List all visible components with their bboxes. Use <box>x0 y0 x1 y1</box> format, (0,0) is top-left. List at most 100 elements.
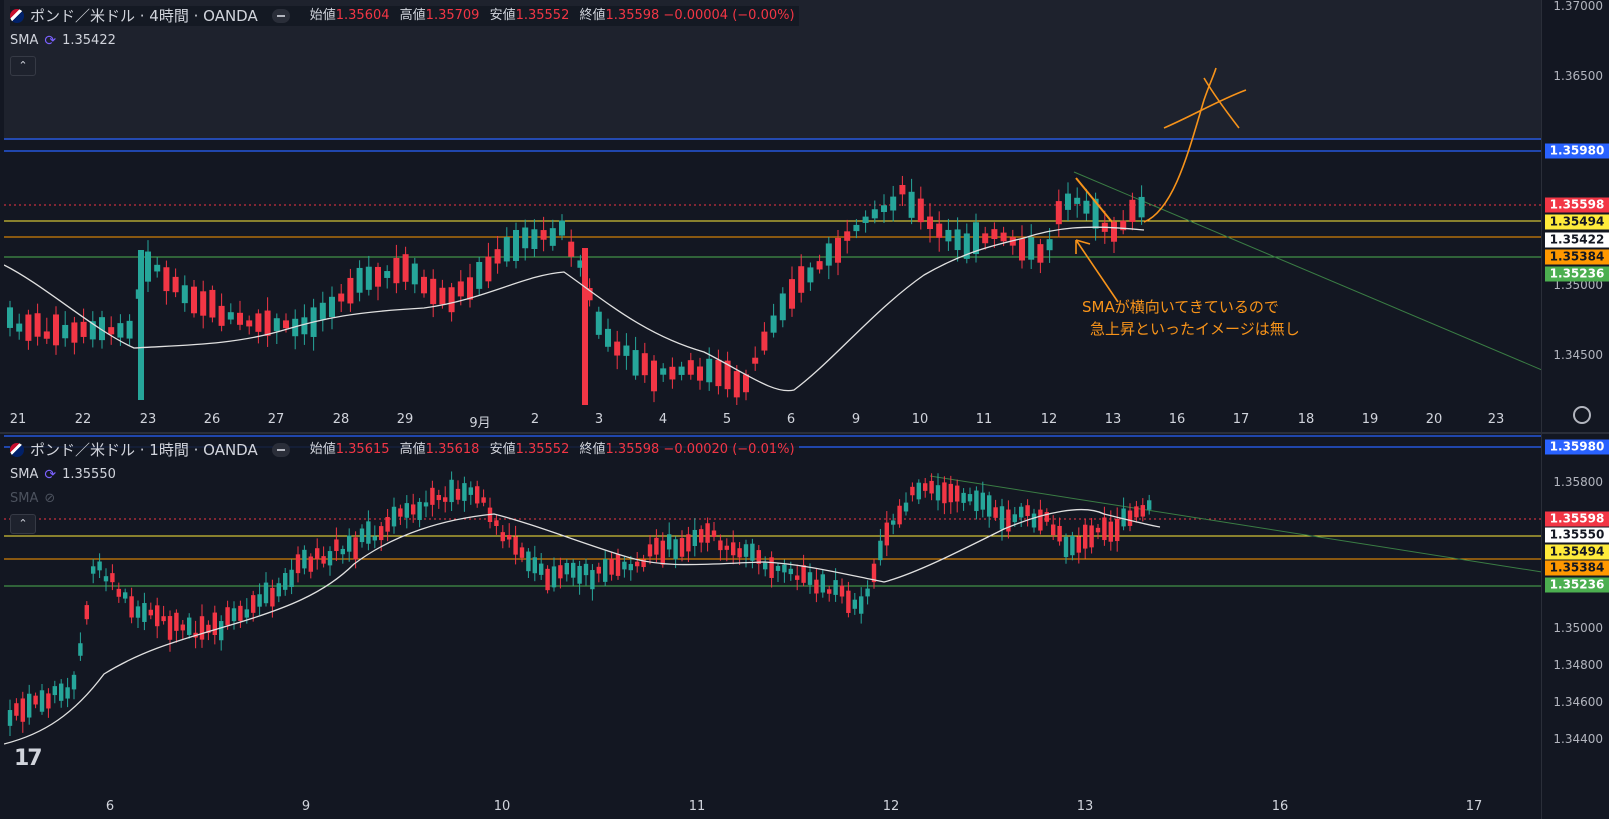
candle-body <box>1019 506 1024 518</box>
candle-body <box>289 569 294 587</box>
candle-body <box>705 523 710 543</box>
candle-body <box>161 616 166 622</box>
close-label: 終値 <box>579 442 606 457</box>
candle-body <box>359 528 365 543</box>
candle-body <box>967 494 973 502</box>
candle-body <box>391 506 397 527</box>
candle-body <box>145 251 151 282</box>
price-level-tag[interactable]: 1.35384 <box>1545 249 1609 265</box>
candle-body <box>731 542 736 556</box>
candle-body <box>692 529 697 547</box>
price-level-tag[interactable]: 1.35980 <box>1545 143 1609 159</box>
price-level-tag[interactable]: 1.35494 <box>1545 544 1609 560</box>
candle-body <box>775 565 781 571</box>
tradingview-logo-icon[interactable]: 17 <box>14 746 43 771</box>
candle-body <box>903 502 909 512</box>
time-axis-4h[interactable]: 21 22 23 26 27 28 29 9月 2 3 4 5 6 9 10 11 12 13 16 17 18 19 20… <box>0 408 1538 432</box>
price-axis-label: 1.35800 <box>1553 475 1603 489</box>
candle-body <box>439 287 446 305</box>
refresh-icon[interactable]: ⟳ <box>44 467 57 483</box>
collapse-legend-button[interactable]: ⌃ <box>10 514 36 534</box>
chart-pane-1h[interactable]: ポンド／米ドル · 1時間 · OANDA 始値1.35615 高値1.3561… <box>0 432 1609 819</box>
sma-label: SMA <box>10 491 39 506</box>
candle-body <box>583 563 589 576</box>
candle-body <box>25 314 32 341</box>
candle-body <box>52 686 57 696</box>
collapse-icon[interactable] <box>271 9 290 23</box>
candle-body <box>34 313 41 337</box>
candle-body <box>365 266 372 290</box>
candle-body <box>632 350 639 376</box>
time-axis-label: 9月 <box>469 416 491 431</box>
time-axis-label: 10 <box>493 799 511 814</box>
candle-body <box>411 504 416 515</box>
time-axis-label: 19 <box>1361 412 1379 427</box>
candle-body <box>833 580 838 595</box>
candle-body <box>724 545 729 550</box>
symbol-title[interactable]: ポンド／米ドル · 1時間 · OANDA <box>30 441 258 459</box>
price-level-tag[interactable]: 1.35494 <box>1545 214 1609 230</box>
candle-body <box>923 483 928 491</box>
candle-body <box>605 328 611 347</box>
candle-body <box>244 609 249 618</box>
candle-body <box>917 198 924 223</box>
price-level-tag[interactable]: 1.35422 <box>1545 232 1609 248</box>
refresh-icon[interactable]: ⟳ <box>44 33 57 49</box>
price-level-tag[interactable]: 1.35598 <box>1545 197 1609 213</box>
sma-legend[interactable]: SMA ⟳ 1.35422 <box>10 32 799 50</box>
collapse-icon[interactable] <box>271 443 290 457</box>
price-level-tag[interactable]: 1.35598 <box>1545 511 1609 527</box>
candle-body <box>807 267 814 283</box>
sma-legend-hidden[interactable]: SMA ⊘ <box>10 490 799 508</box>
price-axis-label: 1.37000 <box>1553 0 1603 13</box>
price-axis-4h[interactable]: 1.37000 1.36500 1.35000 1.34500 1.35980 1.355… <box>1541 0 1609 432</box>
candle-body <box>1089 525 1094 548</box>
candle-body <box>148 609 153 616</box>
candle-body <box>814 579 819 594</box>
currency-flag-icon <box>10 443 24 457</box>
price-level-tag[interactable]: 1.35550 <box>1545 527 1609 543</box>
collapse-legend-button[interactable]: ⌃ <box>10 56 36 76</box>
price-level-tag[interactable]: 1.35384 <box>1545 560 1609 576</box>
price-level-tag[interactable]: 1.35236 <box>1545 577 1609 593</box>
chart-pane-4h[interactable]: ポンド／米ドル · 4時間 · OANDA 始値1.35604 高値1.3570… <box>0 0 1609 432</box>
candle-body <box>485 256 492 282</box>
candle-body <box>955 485 960 502</box>
candle-body <box>942 482 947 504</box>
price-axis-1h[interactable]: 1.35800 1.35000 1.34800 1.34600 1.34400 1.359… <box>1541 434 1609 819</box>
candle-body <box>372 536 377 541</box>
candle-body <box>558 565 563 579</box>
candle-body <box>862 216 869 223</box>
cross-mark <box>1163 77 1247 129</box>
sma-legend[interactable]: SMA ⟳ 1.35550 <box>10 466 799 484</box>
candle-body <box>494 520 499 527</box>
symbol-title[interactable]: ポンド／米ドル · 4時間 · OANDA <box>30 7 258 25</box>
candle-body <box>1063 536 1069 558</box>
candle-body <box>853 224 860 232</box>
candle-body <box>199 616 205 640</box>
time-axis-1h[interactable]: 6 9 10 11 12 13 16 17 <box>0 795 1538 819</box>
candle-body <box>974 490 979 512</box>
candle-body <box>641 353 648 376</box>
time-axis-label: 2 <box>530 412 540 427</box>
candle-body <box>65 687 70 699</box>
candle-body <box>14 703 19 716</box>
candle-body <box>507 535 512 540</box>
candle-body <box>586 287 593 301</box>
candle-body <box>571 562 576 578</box>
eye-hidden-icon[interactable]: ⊘ <box>44 491 56 506</box>
candle-body <box>404 503 409 518</box>
settings-gear-icon[interactable] <box>1573 406 1591 424</box>
price-level-tag[interactable]: 1.35236 <box>1545 266 1609 282</box>
time-axis-label: 16 <box>1271 799 1289 814</box>
price-level-tag[interactable]: 1.35980 <box>1545 439 1609 455</box>
candle-body <box>878 540 883 561</box>
candle-body <box>679 538 685 557</box>
time-axis-label: 12 <box>882 799 900 814</box>
candle-body <box>559 220 565 236</box>
candle-body <box>319 302 326 320</box>
candle-body <box>706 358 713 383</box>
sma-value: 1.35550 <box>62 467 116 482</box>
candle-body <box>276 583 281 597</box>
price-axis-label: 1.35000 <box>1553 278 1603 292</box>
